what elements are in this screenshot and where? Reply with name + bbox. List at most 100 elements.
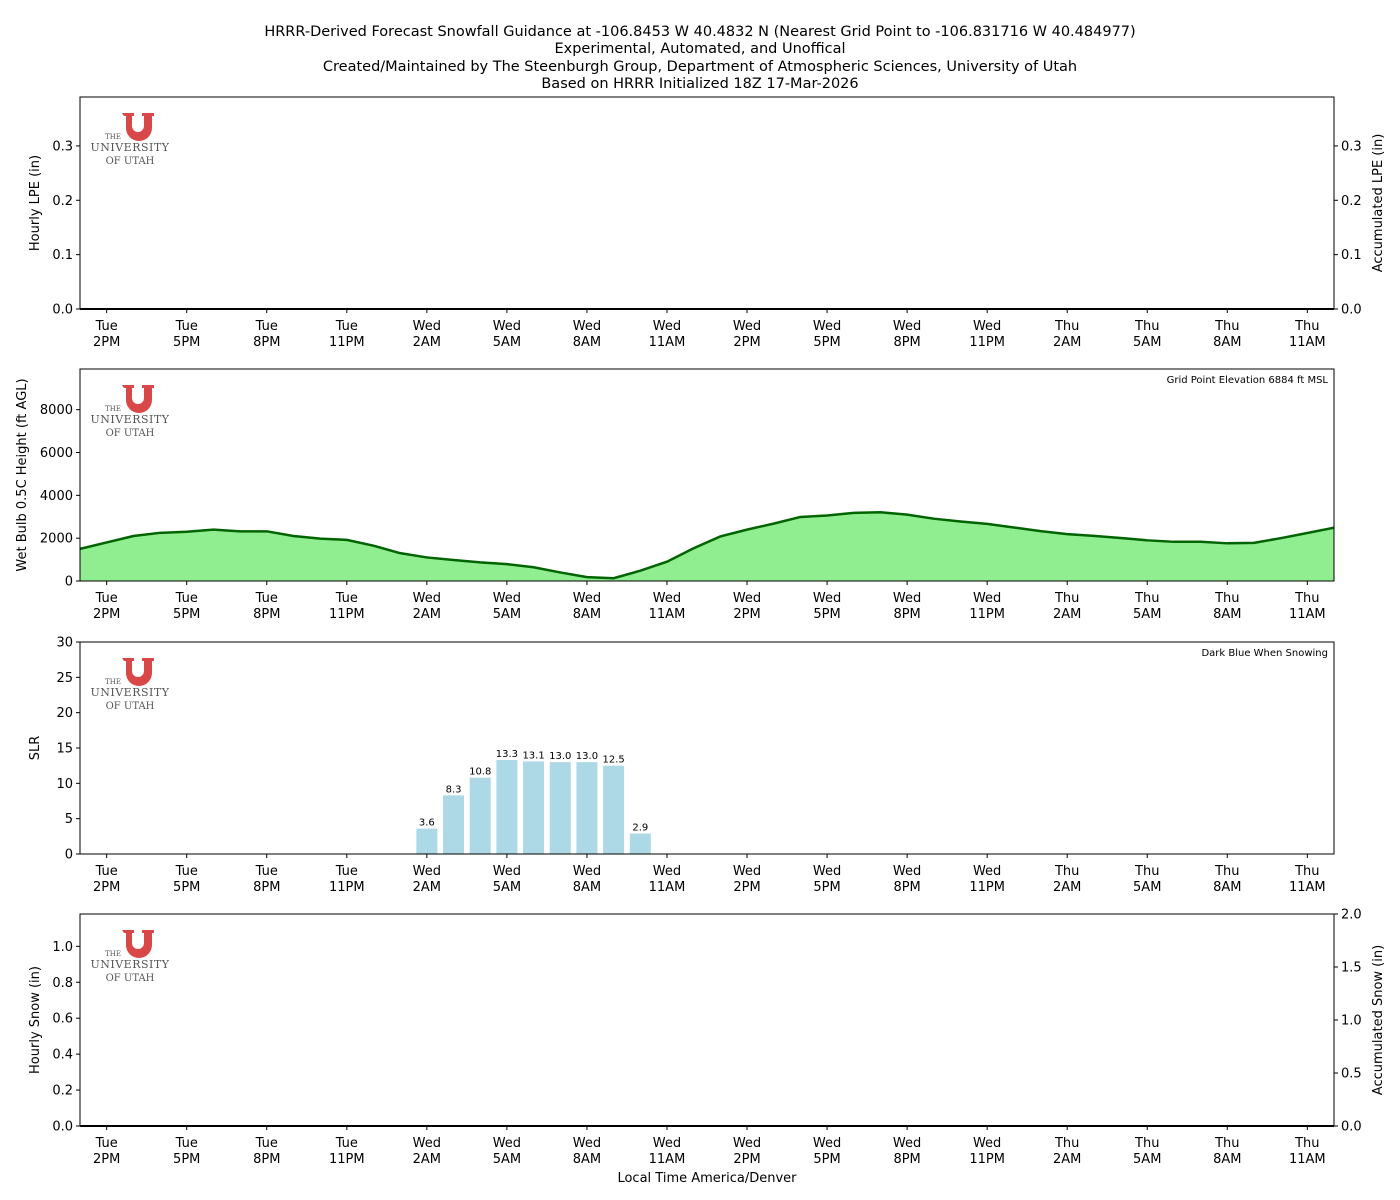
x-tick-day: Wed: [573, 864, 601, 879]
y-right-tick-label: 0.0: [1341, 303, 1362, 318]
x-tick-day: Wed: [733, 591, 761, 606]
x-tick-hour: 2AM: [1053, 1152, 1081, 1167]
slr-bar: [416, 828, 438, 854]
x-tick-hour: 8AM: [1213, 335, 1241, 350]
x-tick-hour: 5AM: [1133, 880, 1161, 895]
title-line-3: Created/Maintained by The Steenburgh Gro…: [323, 59, 1077, 75]
x-tick-day: Wed: [733, 1136, 761, 1151]
x-tick-day: Tue: [95, 1136, 118, 1151]
x-tick-hour: 8AM: [573, 1152, 601, 1167]
x-tick-day: Wed: [653, 591, 681, 606]
wet-bulb-area: [80, 512, 1334, 581]
y-right-tick-label: 2.0: [1341, 908, 1362, 923]
x-tick-day: Wed: [813, 1136, 841, 1151]
x-tick-day: Wed: [653, 319, 681, 334]
title-line-1: HRRR-Derived Forecast Snowfall Guidance …: [264, 24, 1135, 40]
x-tick-day: Thu: [1054, 591, 1079, 606]
x-tick-hour: 2PM: [733, 607, 760, 622]
y-tick-label: 4000: [40, 489, 73, 504]
x-tick-hour: 5AM: [1133, 1152, 1161, 1167]
x-tick-hour: 11AM: [649, 335, 686, 350]
x-tick-hour: 2PM: [93, 607, 120, 622]
x-tick-hour: 11PM: [969, 335, 1005, 350]
slr-bar: [576, 762, 598, 854]
y-tick-label: 0.0: [52, 303, 73, 318]
slr-bar: [603, 765, 625, 854]
y-tick-label: 15: [56, 742, 73, 757]
x-tick-day: Wed: [493, 1136, 521, 1151]
slr-bar: [496, 760, 518, 854]
x-tick-hour: 2PM: [733, 335, 760, 350]
x-tick-day: Tue: [175, 591, 198, 606]
slr-bar-label: 13.0: [549, 751, 571, 762]
block-u-icon: [122, 113, 154, 141]
x-tick-hour: 11PM: [969, 607, 1005, 622]
svg-text:THE: THE: [105, 405, 121, 413]
panel-3: 3.6 8.3 10.8 13.3 13.1 13.0 13.0 12.5 2.9 THEUNIV…: [28, 636, 1335, 895]
x-tick-day: Thu: [1214, 1136, 1239, 1151]
slr-bar-label: 2.9: [632, 823, 648, 834]
x-tick-day: Thu: [1294, 1136, 1319, 1151]
y-tick-label: 0.2: [52, 1084, 73, 1099]
panel-annotation: Grid Point Elevation 6884 ft MSL: [1167, 375, 1329, 386]
axes-frame: [79, 96, 1335, 310]
y-tick-label: 0.2: [52, 194, 73, 209]
x-tick-hour: 5AM: [1133, 607, 1161, 622]
x-tick-day: Tue: [95, 864, 118, 879]
svg-text:UNIVERSITY: UNIVERSITY: [91, 686, 170, 699]
x-tick-hour: 11PM: [969, 880, 1005, 895]
x-tick-hour: 8AM: [1213, 1152, 1241, 1167]
x-tick-day: Thu: [1134, 591, 1159, 606]
x-tick-day: Tue: [335, 1136, 358, 1151]
block-u-icon: [122, 930, 154, 958]
x-tick-day: Thu: [1294, 591, 1319, 606]
x-tick-day: Wed: [893, 591, 921, 606]
panel-annotation: Dark Blue When Snowing: [1201, 648, 1328, 659]
svg-text:THE: THE: [105, 678, 121, 686]
x-tick-hour: 11AM: [1289, 880, 1326, 895]
x-tick-day: Wed: [893, 319, 921, 334]
y-right-tick-label: 1.5: [1341, 961, 1362, 976]
slr-bar-label: 13.1: [522, 750, 544, 761]
x-tick-hour: 5AM: [493, 335, 521, 350]
x-tick-hour: 11PM: [969, 1152, 1005, 1167]
x-tick-hour: 5PM: [813, 880, 840, 895]
x-tick-hour: 2AM: [413, 880, 441, 895]
svg-text:OF UTAH: OF UTAH: [106, 973, 155, 984]
y-right-tick-label: 0.0: [1341, 1120, 1362, 1135]
y-tick-label: 0.8: [52, 976, 73, 991]
x-tick-day: Wed: [413, 319, 441, 334]
slr-bar: [523, 761, 545, 854]
x-tick-day: Tue: [175, 864, 198, 879]
x-tick-day: Tue: [95, 319, 118, 334]
x-tick-hour: 8PM: [253, 880, 280, 895]
x-tick-hour: 2AM: [413, 335, 441, 350]
x-tick-day: Thu: [1214, 319, 1239, 334]
slr-bar-label: 10.8: [469, 767, 491, 778]
slr-bar: [469, 777, 491, 854]
x-tick-day: Tue: [255, 591, 278, 606]
x-tick-day: Tue: [175, 319, 198, 334]
x-tick-day: Thu: [1134, 864, 1159, 879]
y-tick-label: 1.0: [52, 940, 73, 955]
x-tick-day: Wed: [653, 864, 681, 879]
x-tick-hour: 2AM: [1053, 607, 1081, 622]
x-tick-day: Wed: [413, 864, 441, 879]
svg-text:OF UTAH: OF UTAH: [106, 156, 155, 167]
svg-text:THE: THE: [105, 950, 121, 958]
x-tick-hour: 2PM: [733, 1152, 760, 1167]
x-tick-hour: 2PM: [93, 335, 120, 350]
slr-bar: [629, 833, 651, 854]
svg-text:UNIVERSITY: UNIVERSITY: [91, 141, 170, 154]
y-right-tick-label: 0.1: [1341, 248, 1362, 263]
y-tick-label: 0.1: [52, 248, 73, 263]
x-tick-hour: 2AM: [413, 1152, 441, 1167]
x-tick-hour: 5PM: [173, 607, 200, 622]
x-tick-hour: 5AM: [493, 1152, 521, 1167]
y-axis-label: SLR: [28, 736, 43, 761]
y-tick-label: 0.0: [52, 1120, 73, 1135]
